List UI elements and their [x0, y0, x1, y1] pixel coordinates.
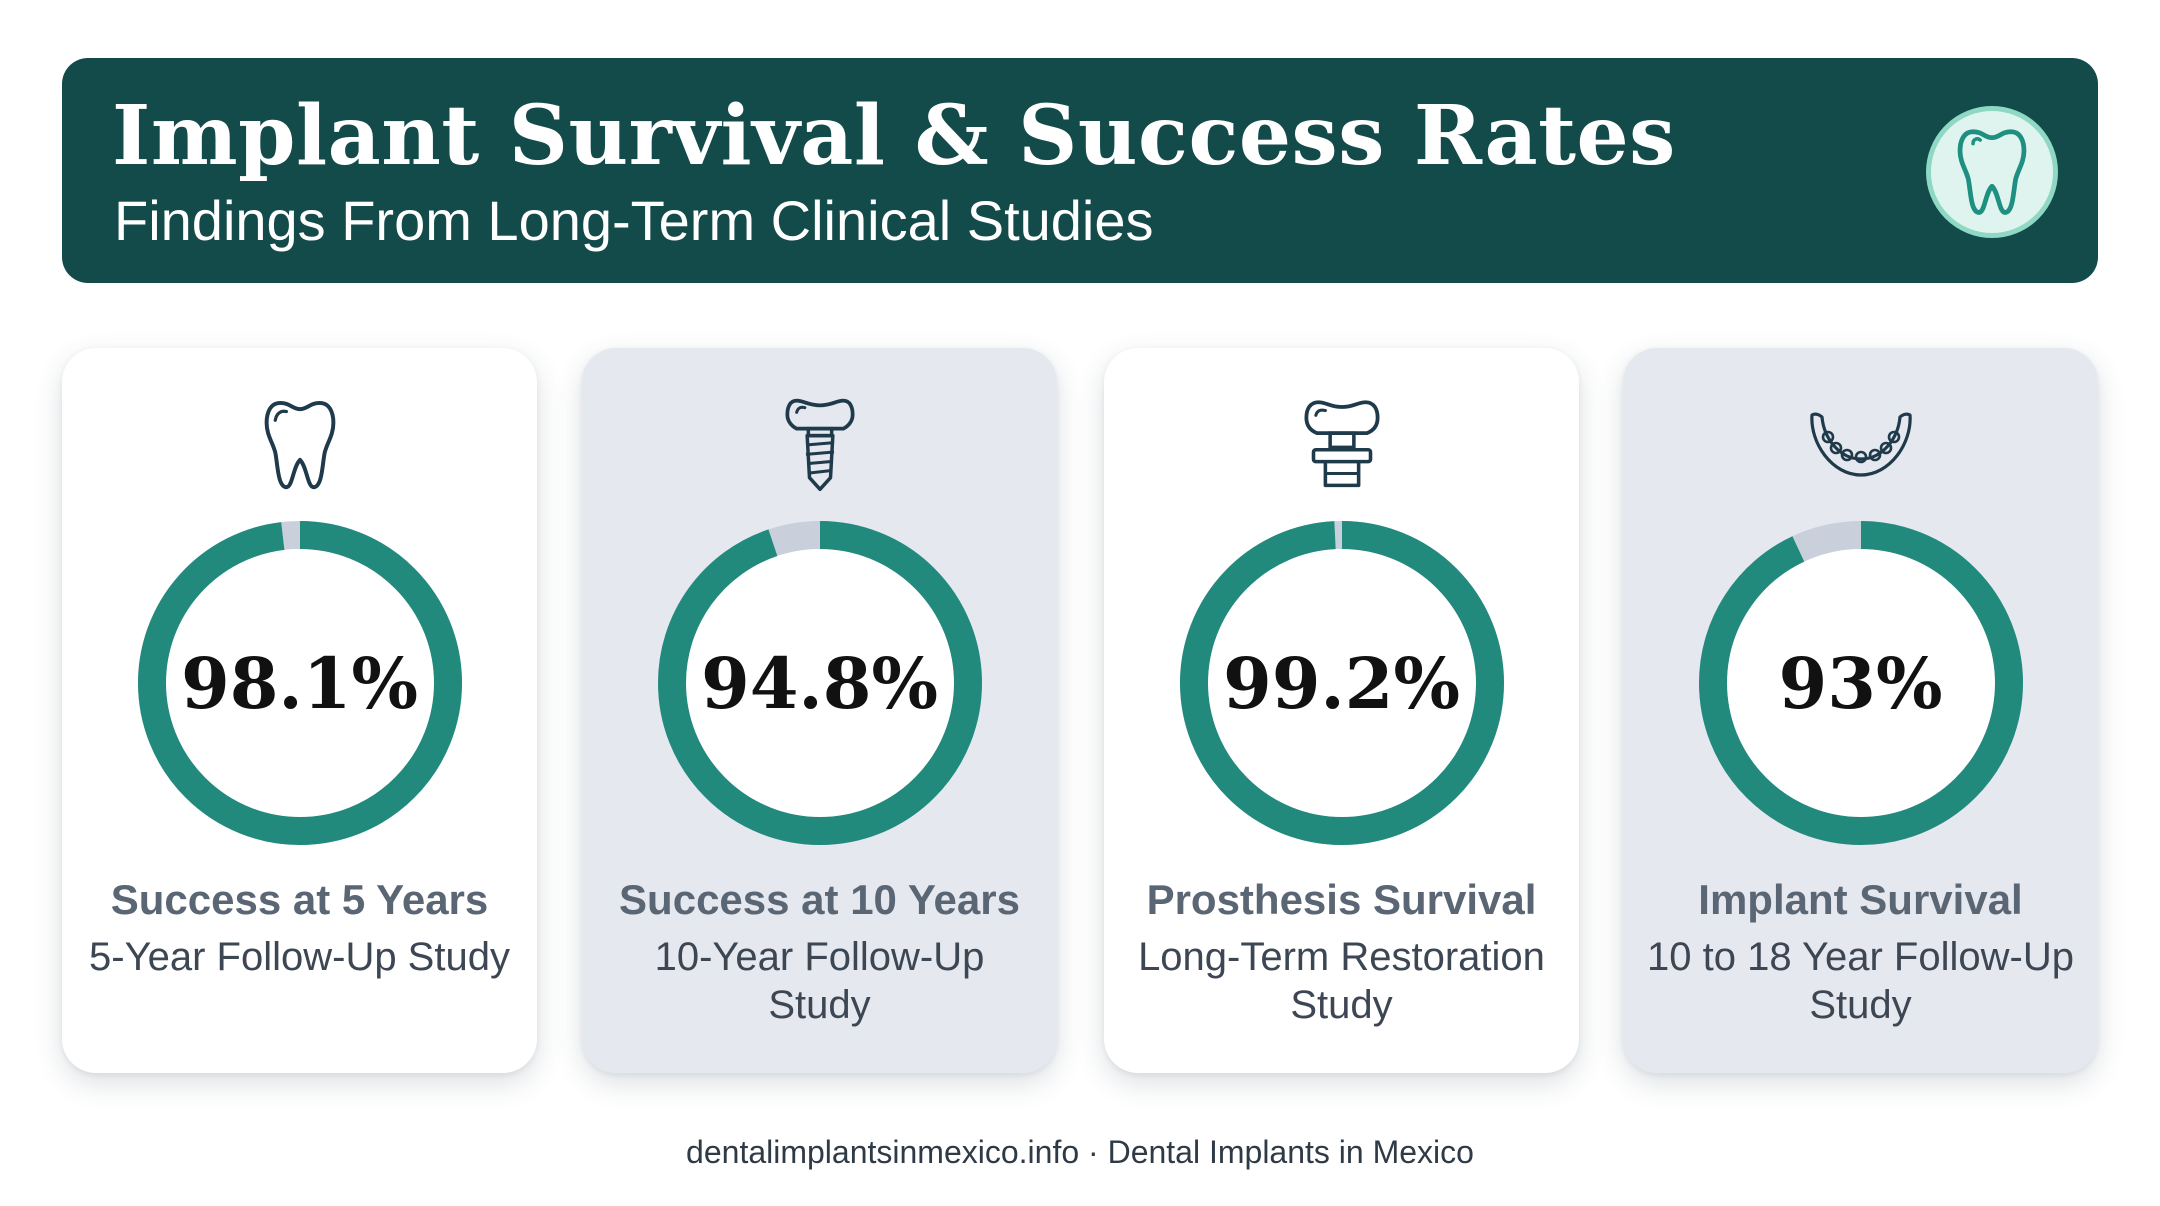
stat-description: 5-Year Follow-Up Study [89, 935, 510, 979]
footer-credit: dentalimplantsinmexico.info · Dental Imp… [686, 1134, 1474, 1170]
stat-value: 98.1% [180, 641, 418, 725]
stat-description: 10 to 18 Year Follow-Up Study [1647, 935, 2074, 1027]
card-icon-wrap [765, 390, 875, 500]
card-icon-wrap [245, 390, 355, 500]
donut-center [165, 549, 434, 817]
donut-value-arc [1179, 521, 1504, 845]
page-subtitle: Findings From Long-Term Clinical Studies [114, 189, 1154, 252]
card-icon-wrap [1806, 390, 1916, 500]
stat-label: Success at 5 Years [110, 876, 489, 923]
tooth-icon [1957, 129, 2027, 215]
dental-implant-icon [784, 398, 855, 492]
donut-center [1726, 549, 1995, 817]
donut-value-arc [1698, 521, 2023, 845]
donut-value-arc [657, 521, 982, 845]
stat-description: 10-Year Follow-Up Study [654, 935, 985, 1027]
donut-chart [1179, 521, 1504, 845]
denture-icon [1809, 412, 1912, 477]
stat-label: Prosthesis Survival [1146, 876, 1537, 923]
page-title: Implant Survival & Success Rates [112, 88, 1676, 184]
donut-chart [657, 521, 982, 845]
stat-description: Long-Term Restoration Study [1138, 935, 1545, 1027]
donut-center [1207, 549, 1476, 817]
stat-label: Success at 10 Years [619, 876, 1020, 923]
donut-chart [137, 521, 462, 845]
tooth-icon [264, 400, 335, 490]
stat-card-4: 93% Implant Survival 10 to 18 Year Follo… [1623, 348, 2098, 1073]
donut-value-arc [137, 521, 462, 845]
implant-crown-icon [1303, 400, 1380, 488]
card-icon-wrap [1287, 390, 1397, 500]
stat-value: 94.8% [700, 641, 938, 725]
stat-card-1: 98.1% Success at 5 Years 5-Year Follow-U… [62, 348, 537, 1073]
stat-value: 99.2% [1222, 641, 1460, 725]
stats-cards: 98.1% Success at 5 Years 5-Year Follow-U… [62, 348, 2098, 1073]
stat-value: 93% [1778, 641, 1943, 725]
donut-chart [1698, 521, 2023, 845]
stat-card-2: 94.8% Success at 10 Years 10-Year Follow… [582, 348, 1057, 1073]
donut-center [685, 549, 954, 817]
header-banner: Implant Survival & Success Rates Finding… [62, 58, 2098, 283]
tooth-badge [1926, 106, 2058, 238]
stat-label: Implant Survival [1698, 876, 2023, 923]
stat-card-3: 99.2% Prosthesis Survival Long-Term Rest… [1104, 348, 1579, 1073]
